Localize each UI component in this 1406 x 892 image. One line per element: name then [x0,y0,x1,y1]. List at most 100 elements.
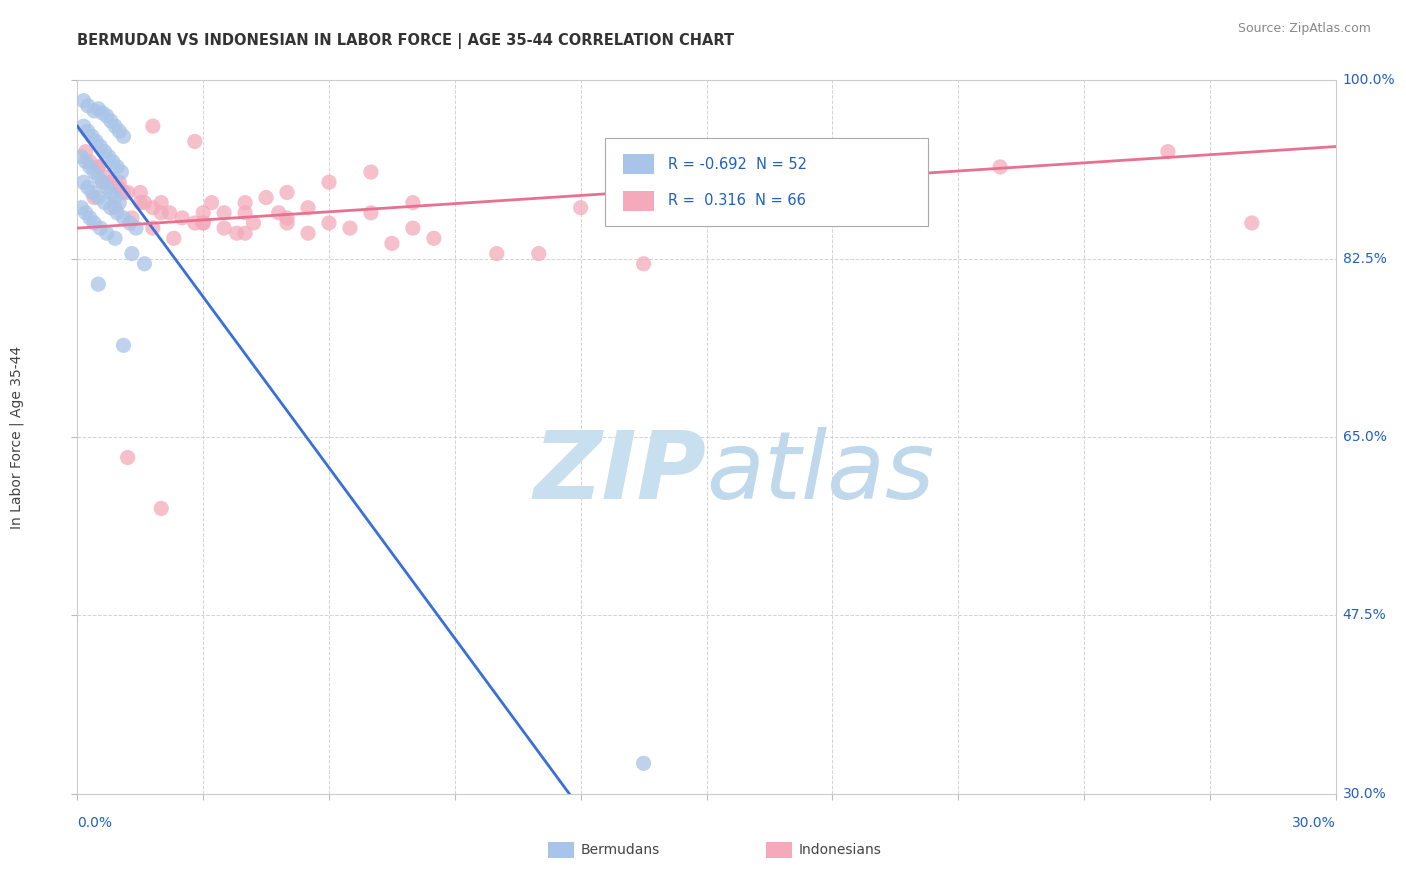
Point [142,201,165,215]
Point [696,154,718,169]
Point [108,195,131,210]
Point [121,211,143,225]
Point [72,119,94,133]
Point [75,206,97,220]
Point [339,221,361,235]
Point [381,236,404,251]
Text: 30.0%: 30.0% [1343,787,1386,801]
Point [360,165,382,179]
Point [76,180,98,194]
Point [200,195,222,210]
Point [121,246,143,260]
Point [159,206,181,220]
Point [821,186,844,200]
Point [142,119,165,133]
Point [527,246,550,260]
Point [233,206,256,220]
Point [100,201,122,215]
Point [80,186,103,200]
Point [267,206,290,220]
Point [105,206,128,220]
Text: 47.5%: 47.5% [1343,608,1386,623]
Point [117,186,139,200]
Point [134,195,156,210]
Point [112,129,135,144]
Point [84,135,107,149]
Text: BERMUDAN VS INDONESIAN IN LABOR FORCE | AGE 35-44 CORRELATION CHART: BERMUDAN VS INDONESIAN IN LABOR FORCE | … [77,33,734,49]
Point [79,154,101,169]
Point [83,190,105,204]
Point [101,154,124,169]
Point [105,160,128,174]
Point [83,216,105,230]
Point [633,756,655,771]
Point [402,221,425,235]
Point [108,180,131,194]
Point [87,160,110,174]
Point [80,129,103,144]
Point [191,216,215,230]
Point [276,216,298,230]
Point [142,221,165,235]
Point [100,175,122,189]
Point [360,206,382,220]
Point [97,150,120,164]
Point [76,124,98,138]
Point [87,160,110,174]
Point [70,150,93,164]
Point [112,211,135,225]
Point [96,226,118,240]
Point [212,221,235,235]
Point [100,186,122,200]
Point [423,231,446,245]
Point [117,450,139,465]
Point [402,195,425,210]
Point [93,195,115,210]
Point [89,221,111,235]
Text: In Labor Force | Age 35-44: In Labor Force | Age 35-44 [10,345,24,529]
Point [112,338,135,352]
Point [633,257,655,271]
Point [110,165,132,179]
Text: Bermudans: Bermudans [581,843,659,857]
Point [91,175,114,189]
Point [108,175,131,189]
Point [150,501,173,516]
Point [1157,145,1180,159]
Point [485,246,508,260]
Text: 100.0%: 100.0% [1343,73,1395,87]
Point [1240,216,1263,230]
Point [905,206,928,220]
Point [988,160,1011,174]
Point [129,186,152,200]
Text: 30.0%: 30.0% [1292,816,1336,830]
Point [163,231,186,245]
Point [104,231,127,245]
Point [233,226,256,240]
Point [96,180,118,194]
Point [104,119,127,133]
Point [83,103,105,118]
Point [96,109,118,123]
Point [104,190,127,204]
Point [150,195,173,210]
Text: 65.0%: 65.0% [1343,430,1386,444]
Point [108,124,131,138]
Point [83,165,105,179]
Point [75,145,97,159]
Point [79,160,101,174]
Point [150,206,173,220]
Point [569,201,592,215]
Point [104,201,127,215]
Text: 82.5%: 82.5% [1343,252,1386,266]
Point [96,170,118,185]
Point [89,139,111,153]
Text: 0.0%: 0.0% [77,816,112,830]
Text: R =  0.316  N = 66: R = 0.316 N = 66 [668,194,806,208]
Text: ZIP: ZIP [534,426,707,519]
Point [225,226,247,240]
Point [100,114,122,128]
Point [172,211,194,225]
Point [191,206,215,220]
Point [87,190,110,204]
